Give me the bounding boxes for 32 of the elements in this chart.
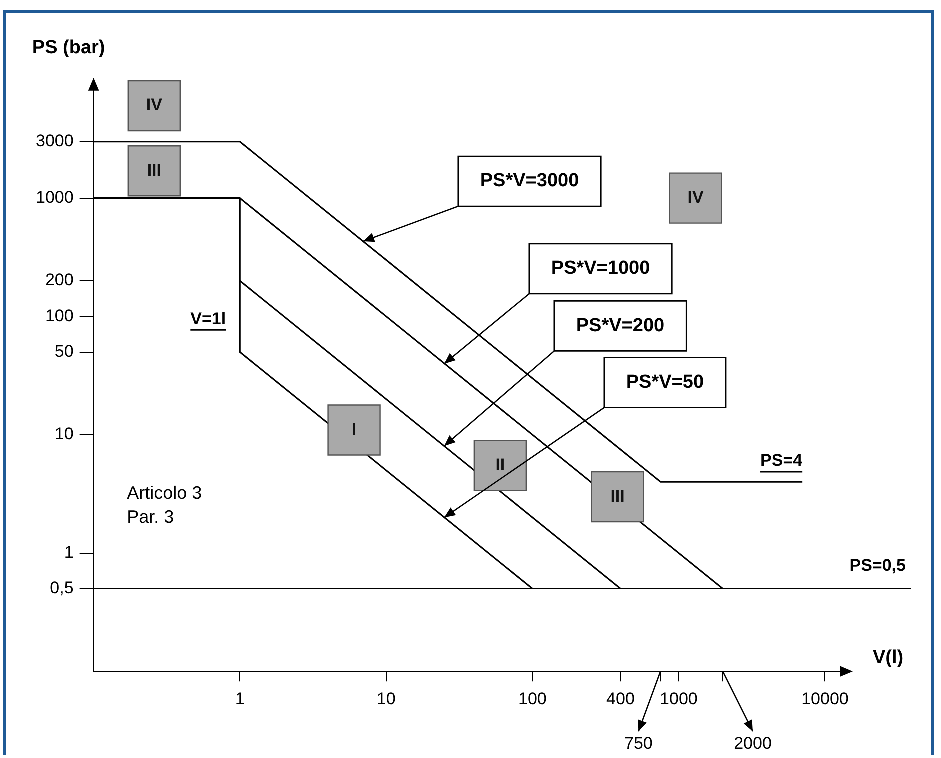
x-tick-label: 1 (235, 689, 245, 708)
annotation: I (352, 420, 357, 439)
y-tick-label: 1000 (36, 188, 74, 208)
annotation: II (496, 455, 506, 474)
x-tick-label: 10000 (802, 689, 849, 708)
annotation: PS=4 (760, 451, 804, 470)
y-tick-label: 200 (45, 270, 74, 290)
annotation: III (147, 160, 162, 180)
ref-line-label: PS=0,5 (850, 556, 906, 576)
annotation: PS*V=50 (626, 372, 704, 394)
annotation: IV (688, 188, 704, 208)
x-axis-title: V(l) (873, 647, 904, 668)
y-axis-title: PS (bar) (32, 38, 106, 59)
y-tick-label: 100 (45, 306, 74, 326)
y-tick-label: 10 (54, 424, 74, 444)
x-tick-label: 100 (518, 689, 547, 708)
annotation: PS*V=1000 (551, 258, 650, 280)
annotation: IV (146, 96, 164, 115)
annotation: V=1l (190, 309, 226, 328)
text: 750 (624, 734, 653, 753)
y-tick-label: 3000 (36, 132, 74, 151)
y-tick-label: 50 (54, 342, 74, 361)
x-tick-label: 1000 (660, 689, 698, 708)
annotation: PS*V=3000 (480, 170, 580, 192)
text: 2000 (734, 734, 772, 753)
annotation: III (610, 486, 625, 506)
annotation: PS*V=200 (576, 315, 665, 336)
annotation: Articolo 3 Par. 3 (127, 482, 202, 527)
x-tick-label: 400 (606, 689, 635, 708)
y-tick-label: 0,5 (50, 578, 74, 598)
y-tick-label: 1 (64, 542, 74, 562)
x-tick-label: 10 (376, 689, 396, 708)
